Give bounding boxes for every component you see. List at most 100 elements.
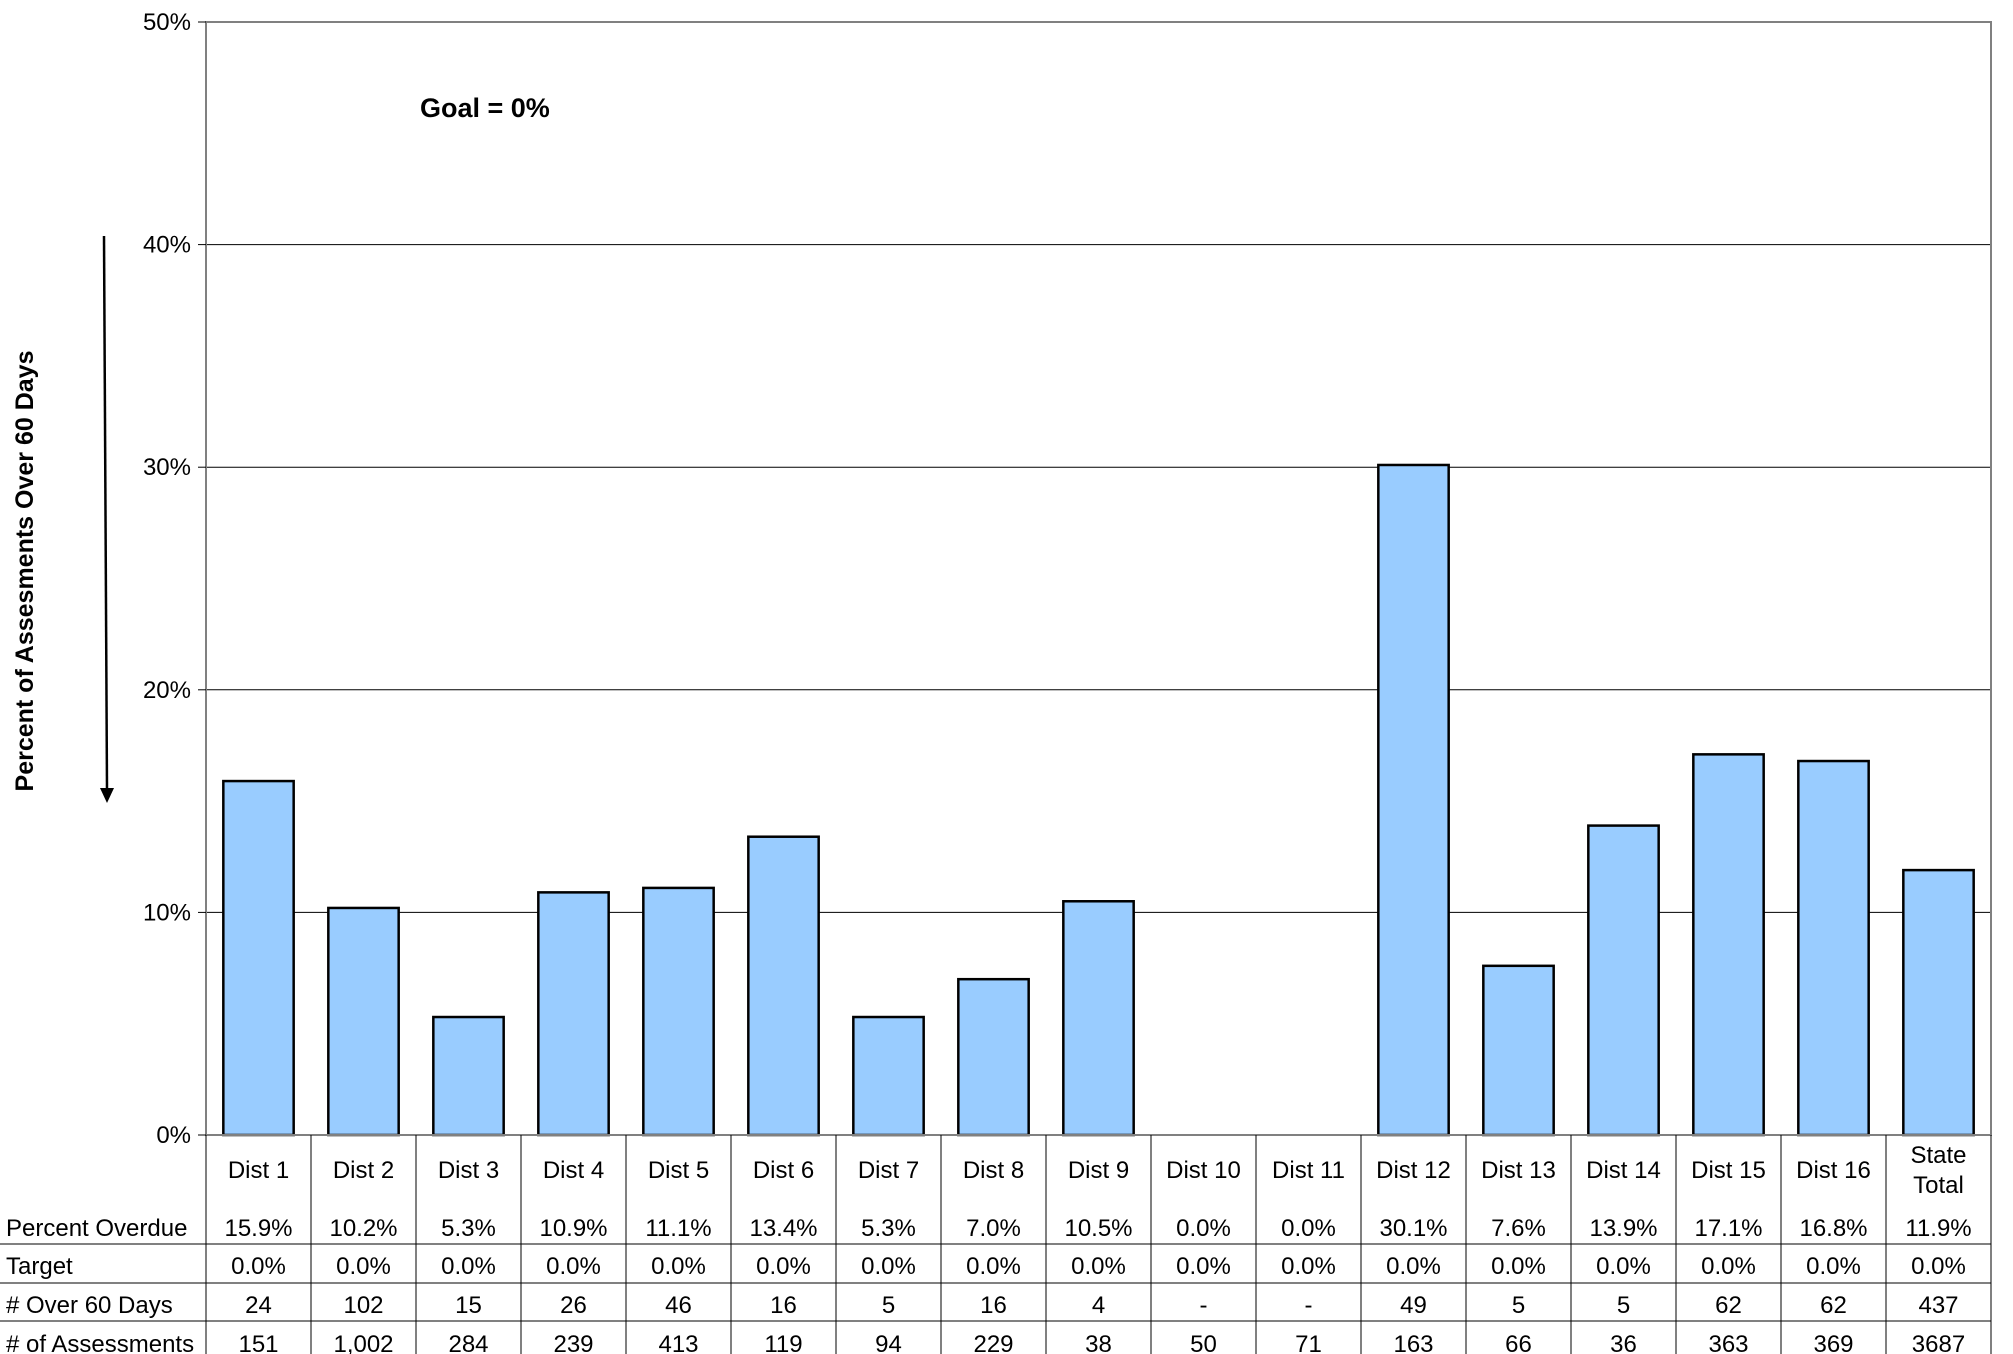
table-cell: 163 <box>1393 1331 1433 1354</box>
category-label: Dist 1 <box>228 1157 289 1184</box>
table-cell: 11.1% <box>645 1215 711 1242</box>
table-cell: 0.0% <box>1071 1253 1126 1280</box>
bar <box>1587 824 1660 1137</box>
table-cell: 413 <box>658 1331 698 1354</box>
category-label: Dist 2 <box>333 1157 394 1184</box>
category-label: Dist 8 <box>963 1157 1024 1184</box>
bar <box>642 886 715 1137</box>
table-cell: 5.3% <box>441 1215 496 1242</box>
table-cell: 0.0% <box>651 1253 706 1280</box>
table-cell: 3687 <box>1912 1331 1965 1354</box>
table-cell: 16 <box>770 1292 797 1319</box>
table-cell: 0.0% <box>1281 1215 1336 1242</box>
category-label: Dist 13 <box>1481 1157 1556 1184</box>
table-cell: 24 <box>245 1292 272 1319</box>
table-cell: 30.1% <box>1379 1215 1447 1242</box>
table-cell: 5.3% <box>861 1215 916 1242</box>
category-label: Dist 12 <box>1376 1157 1451 1184</box>
table-cell: 15 <box>455 1292 482 1319</box>
table-cell: 369 <box>1813 1331 1853 1354</box>
category-label: Dist 6 <box>753 1157 814 1184</box>
table-cell: 0.0% <box>1596 1253 1651 1280</box>
table-cell: 0.0% <box>546 1253 601 1280</box>
table-cell: 0.0% <box>1176 1215 1231 1242</box>
category-label: Dist 5 <box>648 1157 709 1184</box>
table-cell: 363 <box>1708 1331 1748 1354</box>
data-table: Dist 1 Dist 2 Dist 3 Dist 4 Dist 5 Dist 6 Dist… <box>0 1135 1992 1354</box>
down-arrow-shaft <box>102 235 109 791</box>
table-cell: 0.0% <box>1386 1253 1441 1280</box>
category-label: Dist 11 <box>1272 1157 1345 1184</box>
table-cell: 437 <box>1918 1292 1958 1319</box>
table-cell: - <box>1305 1292 1313 1319</box>
table-cell: 17.1% <box>1694 1215 1762 1242</box>
table-cell: 229 <box>973 1331 1013 1354</box>
table-cell: 10.9% <box>539 1215 607 1242</box>
table-cell: 0.0% <box>1491 1253 1546 1280</box>
table-cell: 5 <box>1617 1292 1630 1319</box>
goal-annotation: Goal = 0% <box>420 93 550 123</box>
table-row-label: # of Assessments <box>6 1331 194 1354</box>
category-label: Dist 16 <box>1796 1157 1871 1184</box>
table-cell: 0.0% <box>756 1253 811 1280</box>
table-cell: 119 <box>764 1331 802 1354</box>
table-row-label: # Over 60 Days <box>6 1292 173 1319</box>
bar <box>432 1015 505 1137</box>
y-tick-label: 40% <box>143 232 191 259</box>
plot-area-frame <box>205 21 1992 1136</box>
table-cell: 10.5% <box>1064 1215 1132 1242</box>
category-label: State <box>1910 1142 1966 1169</box>
table-cell: 50 <box>1190 1331 1217 1354</box>
table-cell: 38 <box>1085 1331 1112 1354</box>
bar <box>537 891 610 1137</box>
category-label: Dist 9 <box>1068 1157 1129 1184</box>
table-row-label: Target <box>6 1253 73 1280</box>
table-cell: 16 <box>980 1292 1007 1319</box>
table-cell: 7.6% <box>1491 1215 1546 1242</box>
table-cell: 7.0% <box>966 1215 1021 1242</box>
bar <box>1797 759 1870 1137</box>
y-tick-labels: 0% 10% 20% 30% 40% 50% <box>143 9 206 1149</box>
table-cell: 0.0% <box>1701 1253 1756 1280</box>
table-cell: 1,002 <box>333 1331 393 1354</box>
bar <box>327 906 400 1137</box>
category-label: Dist 15 <box>1691 1157 1766 1184</box>
table-cell: 94 <box>875 1331 902 1354</box>
y-tick-label: 30% <box>143 454 191 481</box>
table-cell: 13.4% <box>749 1215 817 1242</box>
table-cell: 36 <box>1610 1331 1637 1354</box>
table-cell: 62 <box>1820 1292 1847 1319</box>
category-label: Total <box>1913 1172 1964 1199</box>
table-cell: 0.0% <box>1281 1253 1336 1280</box>
table-cell: 0.0% <box>336 1253 391 1280</box>
ylabel-group: Percent of Assesments Over 60 Days <box>11 351 39 792</box>
bar <box>747 835 820 1137</box>
bar <box>852 1015 925 1137</box>
table-cell: 15.9% <box>224 1215 292 1242</box>
y-tick-label: 0% <box>156 1122 191 1149</box>
table-cell: 102 <box>343 1292 383 1319</box>
bar <box>957 977 1030 1137</box>
table-cell: 0.0% <box>441 1253 496 1280</box>
table-cell: 0.0% <box>1176 1253 1231 1280</box>
table-cell: 0.0% <box>1806 1253 1861 1280</box>
table-cell: 239 <box>553 1331 593 1354</box>
table-cell: 62 <box>1715 1292 1742 1319</box>
table-cell: 46 <box>665 1292 692 1319</box>
table-cell: 66 <box>1505 1331 1532 1354</box>
table-cell: 13.9% <box>1589 1215 1657 1242</box>
table-cell: 0.0% <box>231 1253 286 1280</box>
bar <box>1902 868 1975 1137</box>
bar <box>1377 463 1450 1137</box>
table-cell: 0.0% <box>966 1253 1021 1280</box>
category-label: Dist 14 <box>1586 1157 1661 1184</box>
table-cell: 0.0% <box>1911 1253 1966 1280</box>
y-axis-label: Percent of Assesments Over 60 Days <box>11 351 39 792</box>
bar <box>222 779 295 1137</box>
table-row-label: Percent Overdue <box>6 1215 187 1242</box>
bar <box>1062 900 1135 1137</box>
table-cell: 26 <box>560 1292 587 1319</box>
category-label: Dist 7 <box>858 1157 919 1184</box>
